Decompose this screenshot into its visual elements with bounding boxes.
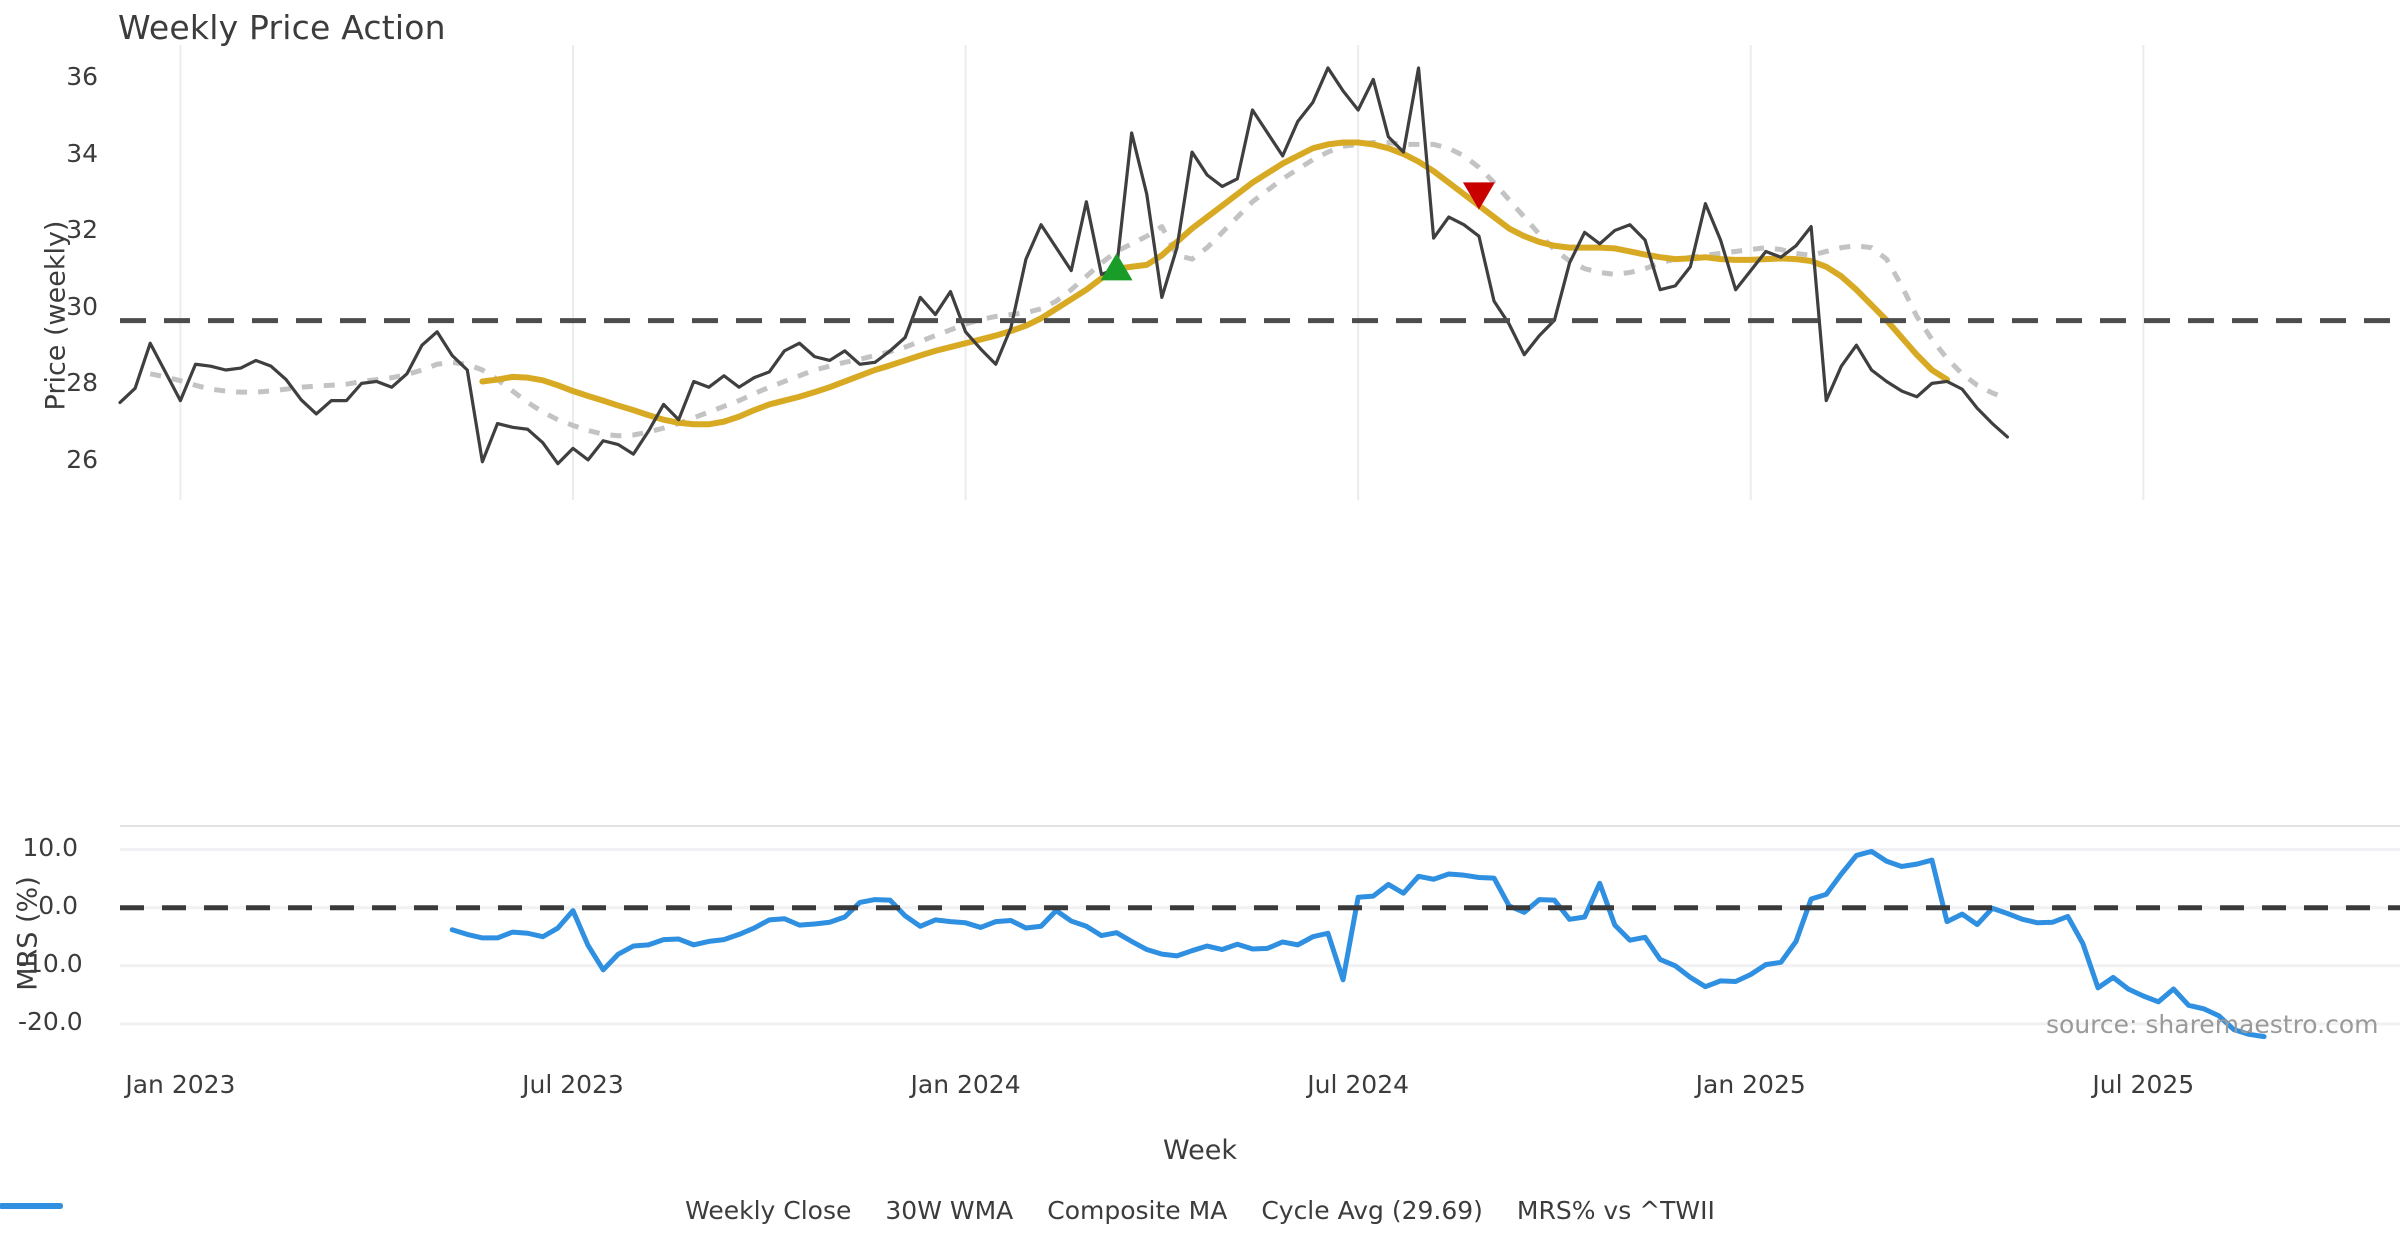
mrs-ytick--20: -20.0 [18, 1006, 83, 1036]
source-watermark: source: sharemaestro.com [2046, 1010, 2379, 1039]
price-ytick-32: 32 [66, 215, 98, 245]
xtick-jul-2025: Jul 2025 [2092, 1070, 2195, 1099]
legend-item-cycle-avg-29-69[interactable]: Cycle Avg (29.69) [0, 1196, 1483, 1225]
series-mrs-pct [449, 848, 2267, 1040]
legend-item-composite-ma[interactable]: Composite MA [2, 1196, 1228, 1225]
legend-label: Weekly Close [685, 1196, 852, 1225]
price-ytick-28: 28 [66, 368, 98, 398]
price-ytick-26: 26 [66, 444, 98, 474]
x-axis-label: Week [1163, 1135, 1237, 1166]
xtick-jan-2025: Jan 2025 [1695, 1070, 1806, 1099]
series-30w-wma [479, 139, 1951, 428]
chart-title: Weekly Price Action [118, 8, 446, 47]
legend-label: Cycle Avg (29.69) [1261, 1196, 1483, 1225]
price-ytick-30: 30 [66, 291, 98, 321]
legend-item-mrs-vs-twii[interactable]: MRS% vs ^TWII [0, 1196, 1715, 1225]
xtick-jul-2024: Jul 2024 [1307, 1070, 1410, 1099]
legend-label: MRS% vs ^TWII [1516, 1196, 1715, 1225]
legend-item-30w-wma[interactable]: 30W WMA [0, 1196, 1014, 1225]
mrs-ytick-0: 0.0 [38, 890, 78, 920]
price-ytick-36: 36 [66, 62, 98, 92]
xtick-jan-2023: Jan 2023 [125, 1070, 236, 1099]
xtick-jan-2024: Jan 2024 [910, 1070, 1021, 1099]
chart-legend: Weekly Close 30W WMA Composite MA Cycle Avg… [0, 1196, 2400, 1225]
xtick-jul-2023: Jul 2023 [522, 1070, 624, 1099]
legend-label: 30W WMA [885, 1196, 1014, 1225]
marker-buy-signal [1100, 253, 1133, 281]
legend-label: Composite MA [1047, 1196, 1228, 1225]
mrs-ytick--10: -10.0 [18, 948, 83, 978]
series-weekly-close [118, 66, 2010, 466]
legend-swatch-4 [0, 1203, 63, 1209]
series-composite-ma [149, 140, 2009, 439]
mrs-ytick-10: 10.0 [22, 832, 78, 862]
price-ytick-34: 34 [66, 138, 98, 168]
legend-item-weekly-close[interactable]: Weekly Close [0, 1196, 852, 1225]
marker-sell-signal [1462, 182, 1495, 210]
